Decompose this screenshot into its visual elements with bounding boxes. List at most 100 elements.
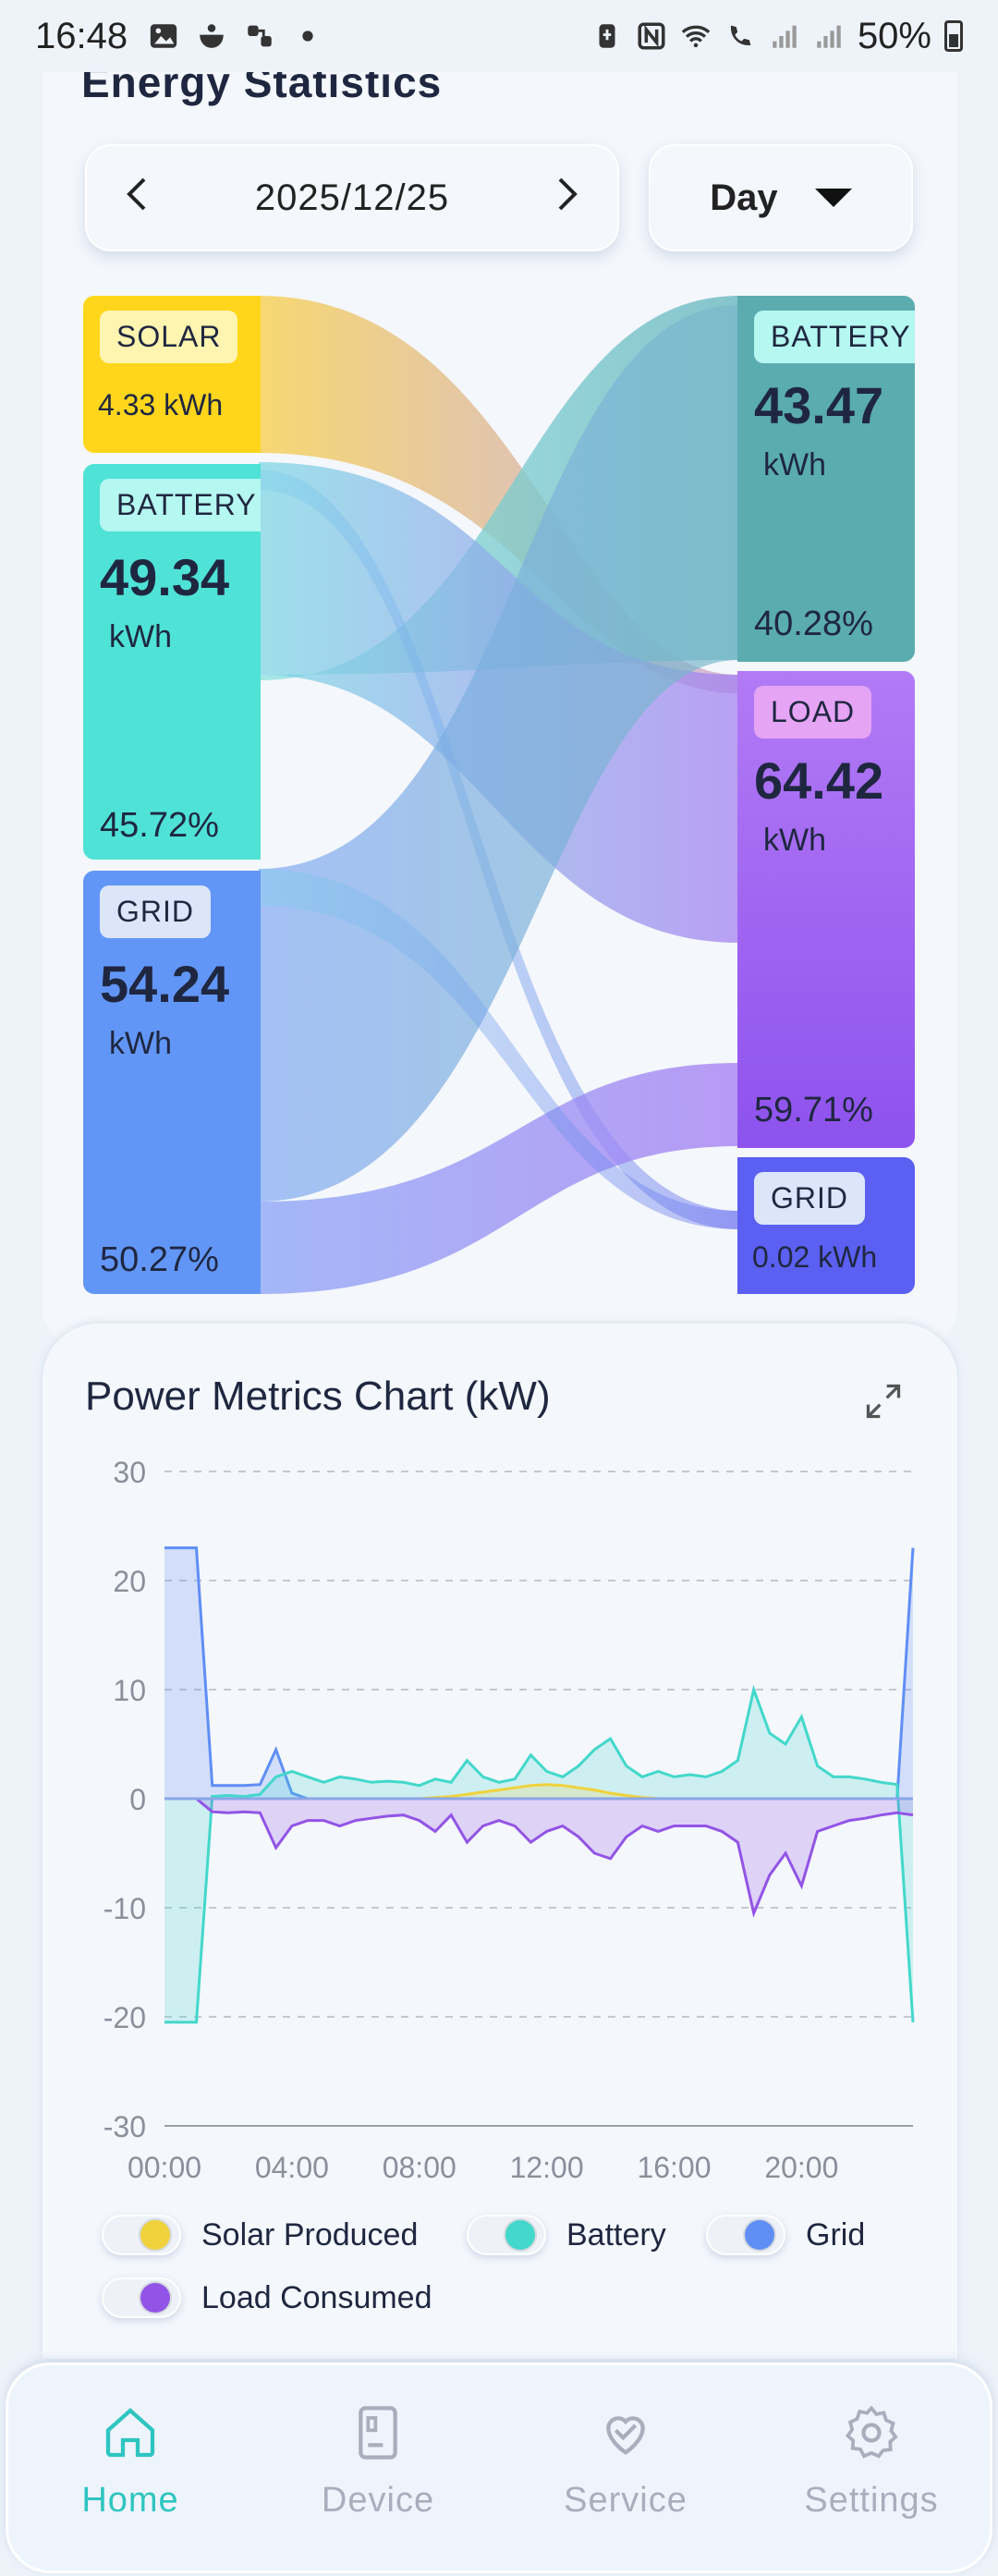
nav-label-device: Device bbox=[321, 2481, 435, 2520]
share-icon bbox=[248, 25, 272, 47]
nav-item-home[interactable]: Home bbox=[24, 2362, 237, 2573]
flow-grid-to-battery bbox=[259, 305, 739, 1202]
home-icon bbox=[105, 2408, 155, 2458]
target-grid-value: 0.02 kWh bbox=[752, 1240, 878, 1274]
source-solar-node: SOLAR 4.33 kWh bbox=[83, 296, 261, 453]
battery-saver-icon bbox=[599, 24, 615, 48]
x-tick-label: 08:00 bbox=[383, 2151, 456, 2181]
caret-down-icon bbox=[814, 189, 852, 207]
y-tick-label: 10 bbox=[113, 1674, 146, 1707]
power-metrics-chart: 30 20 10 0 -10 -20 -30 00:00 04:00 08:00 12:00 16:0… bbox=[103, 1456, 915, 2181]
nav-item-settings[interactable]: Settings bbox=[765, 2362, 978, 2573]
legend-label-load: Load Consumed bbox=[201, 2279, 432, 2315]
target-load-percent: 59.71% bbox=[754, 1091, 873, 1129]
target-grid-label: GRID bbox=[754, 1172, 865, 1225]
target-load-unit: kWh bbox=[763, 823, 826, 858]
target-load-label: LOAD bbox=[754, 686, 872, 739]
service-icon bbox=[606, 2416, 645, 2455]
nfc-icon bbox=[638, 22, 665, 50]
nav-item-device[interactable]: Device bbox=[272, 2362, 484, 2573]
target-battery-percent: 40.28% bbox=[754, 604, 873, 643]
image-icon bbox=[150, 24, 177, 48]
gear-icon bbox=[845, 2405, 898, 2459]
legend-dot-load bbox=[140, 2283, 170, 2313]
source-battery-label: BATTERY bbox=[100, 479, 261, 531]
series-area-solar-produced bbox=[164, 1784, 913, 1799]
source-grid-percent: 50.27% bbox=[100, 1240, 219, 1279]
source-grid-label: GRID bbox=[100, 885, 211, 938]
legend-item-battery[interactable]: Battery bbox=[467, 2215, 666, 2255]
legend-toggle-load[interactable] bbox=[102, 2277, 181, 2318]
bottom-navigation: Home Device Service Settings bbox=[6, 2362, 992, 2573]
legend-toggle-battery[interactable] bbox=[467, 2215, 546, 2255]
series-area-load-consumed bbox=[164, 1799, 913, 1913]
y-tick-label: -10 bbox=[103, 1892, 146, 1925]
period-value: Day bbox=[710, 177, 778, 218]
legend-label-grid: Grid bbox=[806, 2216, 866, 2252]
x-tick-label: 00:00 bbox=[128, 2151, 201, 2181]
source-battery-unit: kWh bbox=[109, 619, 172, 654]
dot-icon bbox=[302, 31, 313, 42]
signal-icon bbox=[773, 25, 797, 48]
target-battery-node: BATTERY 43.47 kWh 40.28% bbox=[737, 296, 915, 662]
source-solar-value: 4.33 kWh bbox=[98, 388, 224, 421]
period-dropdown[interactable]: Day bbox=[649, 144, 913, 251]
legend-toggle-solar[interactable] bbox=[102, 2215, 181, 2255]
y-tick-label: 30 bbox=[113, 1456, 146, 1489]
wifi-icon bbox=[681, 25, 711, 48]
legend-item-grid[interactable]: Grid bbox=[706, 2215, 865, 2255]
battery-icon bbox=[944, 20, 963, 52]
series-line-load-consumed bbox=[164, 1797, 914, 1918]
nav-label-home: Home bbox=[81, 2481, 179, 2520]
battery-percent: 50% bbox=[857, 15, 931, 56]
status-time: 16:48 bbox=[35, 15, 128, 56]
x-tick-label: 04:00 bbox=[255, 2151, 329, 2181]
target-load-value: 64.42 bbox=[754, 751, 884, 810]
source-grid-value: 54.24 bbox=[100, 955, 230, 1013]
flow-grid-to-load bbox=[259, 1063, 739, 1294]
x-tick-label: 20:00 bbox=[764, 2151, 838, 2181]
series-area-battery bbox=[164, 1690, 913, 2022]
source-grid-node: GRID 54.24 kWh 50.27% bbox=[83, 871, 261, 1294]
y-tick-label: -30 bbox=[103, 2110, 146, 2143]
source-battery-node: BATTERY 49.34 kWh 45.72% bbox=[83, 464, 261, 860]
date-selector: 2025/12/25 bbox=[85, 144, 619, 251]
legend-item-load[interactable]: Load Consumed bbox=[102, 2277, 432, 2318]
nav-item-service[interactable]: Service bbox=[519, 2362, 732, 2573]
legend-label-battery: Battery bbox=[566, 2216, 666, 2252]
legend-dot-battery bbox=[505, 2220, 535, 2250]
app-icon bbox=[200, 24, 224, 48]
target-grid-node: GRID 0.02 kWh bbox=[737, 1157, 915, 1294]
source-battery-value: 49.34 bbox=[100, 548, 230, 606]
power-chart-title: Power Metrics Chart (kW) bbox=[85, 1373, 551, 1419]
y-tick-label: 0 bbox=[129, 1783, 146, 1816]
chevron-right-icon[interactable] bbox=[549, 174, 586, 223]
source-grid-unit: kWh bbox=[109, 1026, 172, 1061]
x-tick-label: 12:00 bbox=[510, 2151, 584, 2181]
chevron-left-icon[interactable] bbox=[118, 174, 155, 223]
legend-toggle-grid[interactable] bbox=[706, 2215, 785, 2255]
flow-grid-to-grid bbox=[259, 869, 739, 1229]
legend-dot-grid bbox=[745, 2220, 774, 2250]
flow-solar-to-load bbox=[259, 296, 739, 693]
target-battery-unit: kWh bbox=[763, 447, 826, 482]
nav-label-settings: Settings bbox=[804, 2481, 939, 2520]
device-icon bbox=[359, 2406, 397, 2460]
target-load-node: LOAD 64.42 kWh 59.71% bbox=[737, 671, 915, 1148]
wifi-calling-icon bbox=[730, 25, 751, 46]
status-bar: 16:48 50% bbox=[0, 0, 998, 72]
signal-roaming-icon bbox=[817, 25, 841, 48]
selected-date[interactable]: 2025/12/25 bbox=[254, 177, 450, 218]
expand-icon[interactable] bbox=[863, 1381, 904, 1422]
y-tick-label: 20 bbox=[113, 1565, 146, 1598]
nav-label-service: Service bbox=[564, 2481, 688, 2520]
y-tick-label: -20 bbox=[103, 2001, 146, 2034]
legend-item-solar[interactable]: Solar Produced bbox=[102, 2215, 418, 2255]
legend-label-solar: Solar Produced bbox=[201, 2216, 419, 2252]
source-battery-percent: 45.72% bbox=[100, 806, 219, 845]
energy-flow-diagram: SOLAR 4.33 kWh BATTERY 49.34 kWh 45.72% … bbox=[83, 296, 915, 1294]
series-line-battery bbox=[164, 1684, 915, 2024]
x-tick-label: 16:00 bbox=[637, 2151, 711, 2181]
power-metrics-card bbox=[43, 1324, 957, 2359]
target-battery-label: BATTERY bbox=[754, 311, 915, 363]
